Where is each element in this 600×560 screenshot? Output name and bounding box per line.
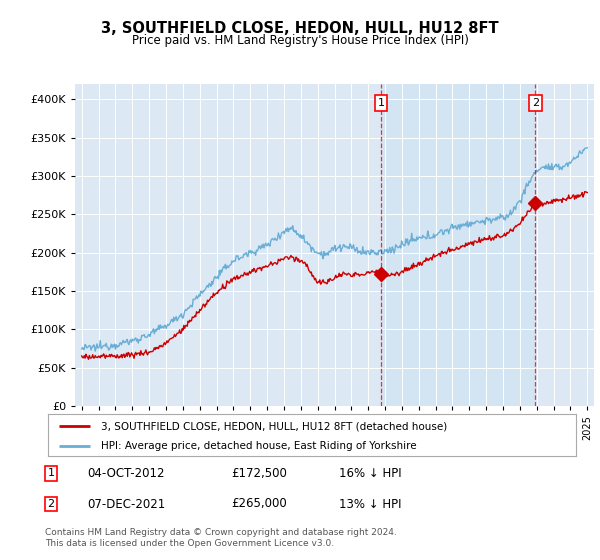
Text: 2: 2 (532, 98, 539, 108)
Text: £265,000: £265,000 (231, 497, 287, 511)
Text: £172,500: £172,500 (231, 466, 287, 480)
Bar (381, 84, 535, 406)
Text: 1: 1 (47, 468, 55, 478)
Text: 04-OCT-2012: 04-OCT-2012 (87, 466, 164, 480)
Text: Contains HM Land Registry data © Crown copyright and database right 2024.
This d: Contains HM Land Registry data © Crown c… (45, 528, 397, 548)
Text: 13% ↓ HPI: 13% ↓ HPI (339, 497, 401, 511)
Text: 16% ↓ HPI: 16% ↓ HPI (339, 466, 401, 480)
Text: 3, SOUTHFIELD CLOSE, HEDON, HULL, HU12 8FT (detached house): 3, SOUTHFIELD CLOSE, HEDON, HULL, HU12 8… (101, 421, 447, 431)
Text: Price paid vs. HM Land Registry's House Price Index (HPI): Price paid vs. HM Land Registry's House … (131, 34, 469, 46)
Text: 3, SOUTHFIELD CLOSE, HEDON, HULL, HU12 8FT: 3, SOUTHFIELD CLOSE, HEDON, HULL, HU12 8… (101, 21, 499, 36)
Text: 2: 2 (47, 499, 55, 509)
Text: HPI: Average price, detached house, East Riding of Yorkshire: HPI: Average price, detached house, East… (101, 441, 416, 451)
Text: 07-DEC-2021: 07-DEC-2021 (87, 497, 165, 511)
Text: 1: 1 (377, 98, 385, 108)
